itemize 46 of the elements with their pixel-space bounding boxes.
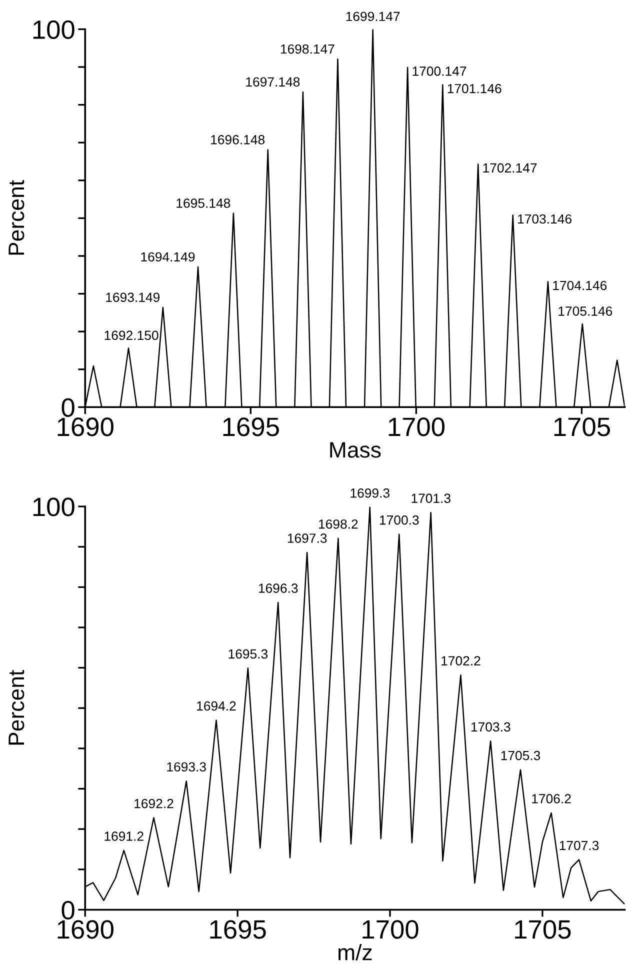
x-tick-label: 1705 [515, 920, 571, 939]
annotation: 1706.2 [532, 794, 571, 804]
annotation: 1697.148 [246, 77, 300, 87]
y-tick-label: 0 [62, 398, 74, 417]
annotation: 1707.3 [560, 840, 599, 850]
annotation: 1697.3 [288, 534, 327, 543]
annotation: 1692.2 [134, 798, 174, 808]
annotation: 1696.148 [211, 135, 265, 144]
annotation: 1691.2 [104, 832, 144, 841]
annotation: 1700.147 [412, 66, 466, 76]
x-tick-label: 1695 [210, 920, 266, 939]
annotation: 1694.149 [141, 252, 195, 262]
annotation: 1695.3 [228, 649, 268, 659]
annotation: 1694.2 [197, 701, 236, 711]
annotation: 1699.147 [346, 12, 400, 22]
annotation: 1693.3 [167, 762, 206, 772]
annotation: 1702.147 [483, 163, 537, 173]
x-tick-label: 1700 [388, 418, 445, 436]
y-axis-title: Percent [8, 180, 24, 255]
y-tick-label: 0 [62, 900, 74, 920]
x-tick-label: 1690 [58, 920, 114, 939]
annotation: 1705.3 [501, 750, 540, 760]
annotation: 1705.146 [558, 306, 612, 316]
y-axis-title: Percent [8, 670, 24, 745]
annotation: 1702.2 [442, 656, 480, 666]
y-tick-label: 100 [33, 20, 74, 40]
x-tick-label: 1700 [362, 920, 418, 939]
x-axis-title: m/z [338, 944, 372, 960]
annotation: 1695.148 [176, 198, 230, 208]
x-tick-label: 1695 [223, 418, 279, 436]
annotation: 1699.3 [350, 488, 390, 498]
annotation: 1701.146 [448, 84, 502, 94]
annotation: 1696.3 [258, 584, 298, 593]
annotation: 1703.146 [518, 214, 572, 224]
y-tick-label: 100 [33, 498, 74, 516]
annotation: 1700.3 [380, 515, 419, 525]
annotation: 1692.150 [104, 330, 158, 340]
annotation: 1698.2 [319, 519, 358, 529]
annotation: 1693.149 [106, 292, 160, 302]
x-tick-label: 1690 [58, 418, 114, 436]
x-axis-title: Mass [330, 442, 381, 458]
x-tick-label: 1705 [554, 418, 610, 436]
annotation: 1704.146 [553, 280, 607, 290]
annotation: 1701.3 [412, 494, 450, 503]
annotation: 1698.147 [280, 44, 334, 54]
annotation: 1703.3 [471, 722, 510, 732]
